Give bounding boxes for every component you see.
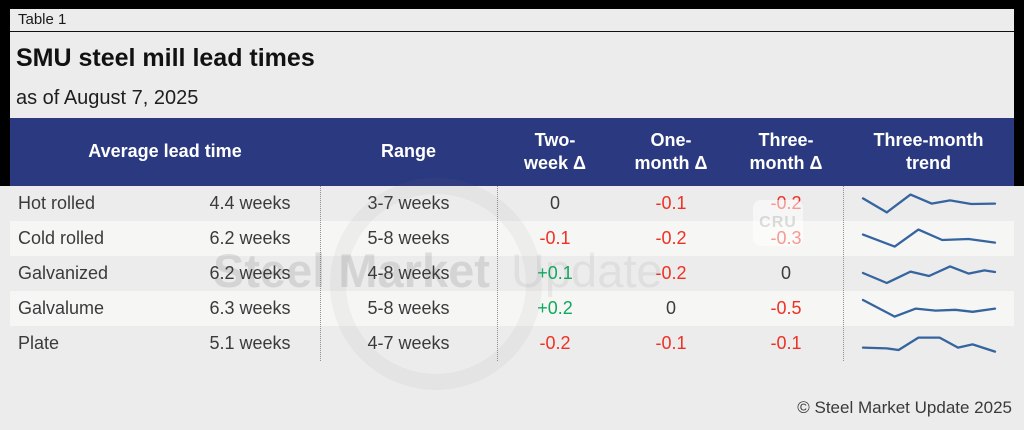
header-line: week Δ bbox=[524, 153, 586, 173]
table-header: Average lead time Range Two- week Δ One-… bbox=[10, 118, 1014, 186]
sparkline-chart bbox=[861, 335, 996, 353]
trend-sparkline bbox=[843, 226, 1014, 252]
delta-cell: -0.5 bbox=[770, 298, 802, 318]
delta-cell: +0.2 bbox=[537, 298, 573, 318]
delta-cell: 0 bbox=[549, 193, 560, 213]
trend-sparkline bbox=[843, 261, 1014, 287]
delta-cell: -0.3 bbox=[770, 228, 802, 248]
header-line: trend bbox=[906, 153, 951, 173]
delta-cell: -0.2 bbox=[539, 333, 571, 353]
col-header-three-month-delta: Three- month Δ bbox=[729, 118, 843, 186]
avg-lead-time-cell: 5.1 weeks bbox=[209, 333, 291, 353]
as-of-date: as of August 7, 2025 bbox=[16, 87, 199, 109]
sparkline-chart bbox=[861, 264, 996, 284]
delta-cell: -0.1 bbox=[655, 333, 687, 353]
delta-cell: 0 bbox=[665, 298, 676, 318]
frame-top-bar bbox=[0, 0, 1024, 9]
delta-cell: -0.2 bbox=[655, 263, 687, 283]
sparkline-chart bbox=[861, 192, 996, 214]
frame-left-strip bbox=[0, 0, 10, 186]
table-row: Plate 5.1 weeks 4-7 weeks -0.2 -0.1 -0.1 bbox=[10, 326, 1014, 361]
table-row: Galvalume 6.3 weeks 5-8 weeks +0.2 0 -0.5 bbox=[10, 291, 1014, 326]
product-cell: Plate bbox=[18, 333, 60, 353]
avg-lead-time-cell: 6.3 weeks bbox=[209, 298, 291, 318]
header-line: Three-month bbox=[873, 129, 984, 150]
column-separator bbox=[843, 186, 844, 361]
header-line: Two- bbox=[534, 129, 576, 150]
delta-cell: 0 bbox=[780, 263, 791, 283]
page-title: SMU steel mill lead times bbox=[16, 44, 315, 72]
delta-cell: -0.1 bbox=[539, 228, 571, 248]
table-body: Hot rolled 4.4 weeks 3-7 weeks 0 -0.1 -0.2 Col… bbox=[10, 186, 1014, 361]
delta-cell: -0.2 bbox=[770, 193, 802, 213]
copyright-credit: © Steel Market Update 2025 bbox=[797, 398, 1012, 417]
label-divider bbox=[10, 31, 1014, 32]
sparkline-chart bbox=[861, 227, 996, 248]
delta-cell: +0.1 bbox=[537, 263, 573, 283]
product-cell: Cold rolled bbox=[18, 228, 105, 248]
lead-times-table: Average lead time Range Two- week Δ One-… bbox=[10, 118, 1014, 361]
delta-cell: -0.1 bbox=[655, 193, 687, 213]
header-line: Three- bbox=[758, 129, 814, 150]
table-row: Hot rolled 4.4 weeks 3-7 weeks 0 -0.1 -0.2 bbox=[10, 186, 1014, 221]
product-cell: Hot rolled bbox=[18, 193, 96, 213]
column-separator bbox=[320, 186, 321, 361]
col-header-one-month-delta: One- month Δ bbox=[613, 118, 729, 186]
range-cell: 5-8 weeks bbox=[367, 298, 450, 318]
product-cell: Galvanized bbox=[18, 263, 109, 283]
delta-cell: -0.2 bbox=[655, 228, 687, 248]
column-separator bbox=[497, 186, 498, 361]
avg-lead-time-cell: 6.2 weeks bbox=[209, 228, 291, 248]
header-line: month Δ bbox=[749, 153, 823, 173]
range-cell: 3-7 weeks bbox=[367, 193, 450, 213]
product-cell: Galvalume bbox=[18, 298, 105, 318]
trend-sparkline bbox=[843, 331, 1014, 357]
col-header-average-lead-time: Average lead time bbox=[88, 141, 242, 162]
header-line: One- bbox=[650, 129, 692, 150]
avg-lead-time-cell: 6.2 weeks bbox=[209, 263, 291, 283]
delta-cell: -0.1 bbox=[770, 333, 802, 353]
col-header-two-week-delta: Two- week Δ bbox=[497, 118, 613, 186]
col-header-range: Range bbox=[380, 141, 436, 162]
range-cell: 4-7 weeks bbox=[367, 333, 450, 353]
frame-right-strip bbox=[1014, 0, 1024, 186]
col-header-three-month-trend: Three-month trend bbox=[843, 118, 1014, 186]
table-row: Galvanized 6.2 weeks 4-8 weeks +0.1 -0.2 0 bbox=[10, 256, 1014, 291]
avg-lead-time-cell: 4.4 weeks bbox=[209, 193, 291, 213]
sparkline-chart bbox=[861, 298, 996, 318]
header-line: month Δ bbox=[634, 153, 708, 173]
trend-sparkline bbox=[843, 296, 1014, 322]
table-number-label: Table 1 bbox=[18, 11, 67, 28]
trend-sparkline bbox=[843, 191, 1014, 217]
range-cell: 4-8 weeks bbox=[367, 263, 450, 283]
table-row: Cold rolled 6.2 weeks 5-8 weeks -0.1 -0.2 -0.… bbox=[10, 221, 1014, 256]
range-cell: 5-8 weeks bbox=[367, 228, 450, 248]
